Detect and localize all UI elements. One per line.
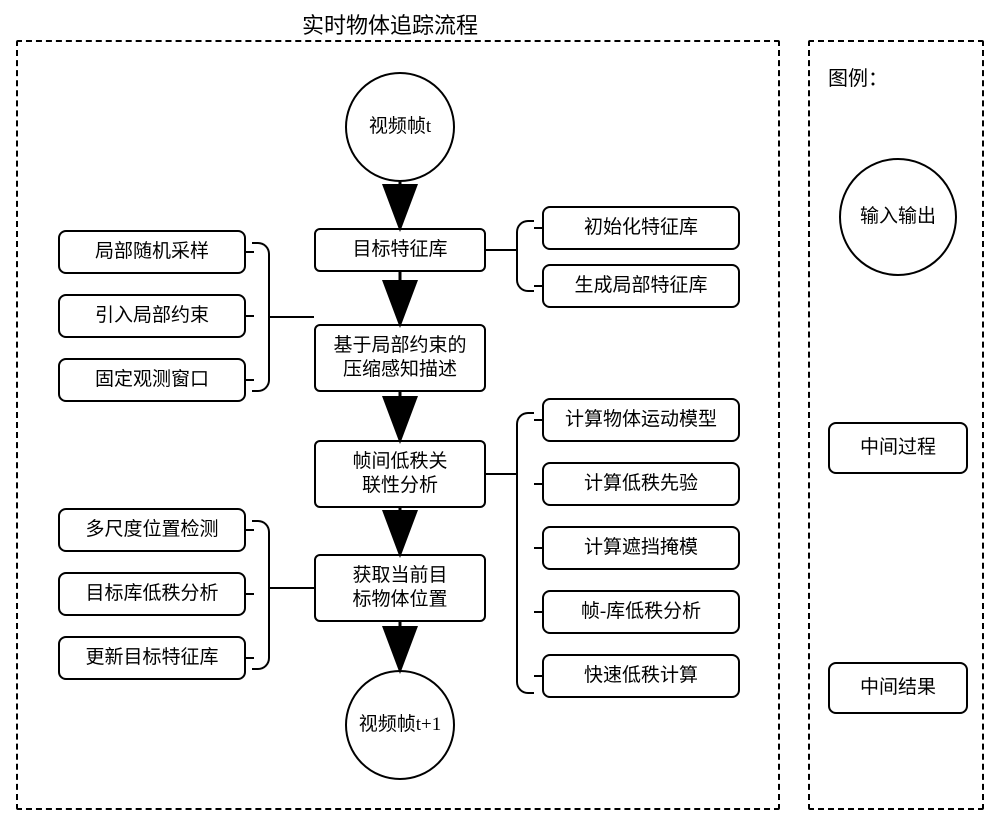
- flow-start: 视频帧t: [345, 72, 455, 182]
- flow-end: 视频帧t+1: [345, 670, 455, 780]
- left-item-label: 多尺度位置检测: [85, 518, 218, 542]
- flow-step-2: 基于局部约束的 压缩感知描述: [314, 324, 486, 392]
- left-item-label: 局部随机采样: [95, 240, 209, 264]
- bracket-arm: [246, 379, 254, 381]
- diagram-title: 实时物体追踪流程: [0, 8, 780, 40]
- left-item: 引入局部约束: [58, 294, 246, 338]
- right-item: 计算低秩先验: [542, 462, 740, 506]
- legend-io-label: 输入输出: [860, 205, 936, 229]
- bracket-arm: [246, 529, 254, 531]
- bracket-arm: [246, 657, 254, 659]
- flow-step-4-label: 获取当前目 标物体位置: [352, 564, 447, 612]
- flow-step-3: 帧间低秩关 联性分析: [314, 440, 486, 508]
- right-item: 帧-库低秩分析: [542, 590, 740, 634]
- left-item: 目标库低秩分析: [58, 572, 246, 616]
- bracket-arm: [534, 483, 542, 485]
- bracket-arm: [534, 227, 542, 229]
- bracket-tip: [270, 587, 314, 589]
- bracket-arm: [534, 611, 542, 613]
- legend-title: 图例：: [828, 62, 888, 91]
- bracket-tip: [270, 316, 314, 318]
- bracket-tip: [486, 473, 516, 475]
- bracket-arm: [534, 285, 542, 287]
- flow-step-1: 目标特征库: [314, 228, 486, 272]
- bracket-right-1: [516, 220, 534, 292]
- legend-result-label: 中间结果: [860, 676, 936, 700]
- bracket-arm: [534, 419, 542, 421]
- flow-step-1-label: 目标特征库: [352, 238, 447, 262]
- flow-end-label: 视频帧t+1: [359, 713, 442, 737]
- left-item-label: 引入局部约束: [95, 304, 209, 328]
- legend-process: 中间过程: [828, 422, 968, 474]
- legend-io: 输入输出: [839, 158, 957, 276]
- bracket-arm: [534, 675, 542, 677]
- bracket-right-2: [516, 412, 534, 694]
- left-item: 更新目标特征库: [58, 636, 246, 680]
- right-item-label: 初始化特征库: [584, 216, 698, 240]
- legend-result: 中间结果: [828, 662, 968, 714]
- left-item-label: 更新目标特征库: [85, 646, 218, 670]
- main-panel: 视频帧t 目标特征库 基于局部约束的 压缩感知描述 帧间低秩关 联性分析 获取当…: [16, 40, 780, 810]
- bracket-arm: [534, 547, 542, 549]
- bracket-left-1: [252, 242, 270, 392]
- legend-process-label: 中间过程: [860, 436, 936, 460]
- bracket-tip: [486, 249, 516, 251]
- right-item-label: 快速低秩计算: [584, 664, 698, 688]
- bracket-left-2: [252, 520, 270, 670]
- right-item: 计算物体运动模型: [542, 398, 740, 442]
- left-item-label: 固定观测窗口: [95, 368, 209, 392]
- bracket-arm: [246, 251, 254, 253]
- right-item: 计算遮挡掩模: [542, 526, 740, 570]
- left-item: 多尺度位置检测: [58, 508, 246, 552]
- flow-step-2-label: 基于局部约束的 压缩感知描述: [333, 334, 466, 382]
- left-item: 局部随机采样: [58, 230, 246, 274]
- legend-panel: 图例： 输入输出 中间过程 中间结果: [808, 40, 984, 810]
- flow-step-4: 获取当前目 标物体位置: [314, 554, 486, 622]
- right-item-label: 计算遮挡掩模: [584, 536, 698, 560]
- bracket-arm: [246, 593, 254, 595]
- left-item: 固定观测窗口: [58, 358, 246, 402]
- right-item-label: 计算低秩先验: [584, 472, 698, 496]
- right-item: 快速低秩计算: [542, 654, 740, 698]
- right-item: 生成局部特征库: [542, 264, 740, 308]
- flow-step-3-label: 帧间低秩关 联性分析: [352, 450, 447, 498]
- right-item-label: 生成局部特征库: [574, 274, 707, 298]
- right-item-label: 计算物体运动模型: [565, 408, 717, 432]
- flow-start-label: 视频帧t: [369, 115, 431, 139]
- right-item-label: 帧-库低秩分析: [581, 600, 701, 624]
- right-item: 初始化特征库: [542, 206, 740, 250]
- bracket-arm: [246, 315, 254, 317]
- left-item-label: 目标库低秩分析: [85, 582, 218, 606]
